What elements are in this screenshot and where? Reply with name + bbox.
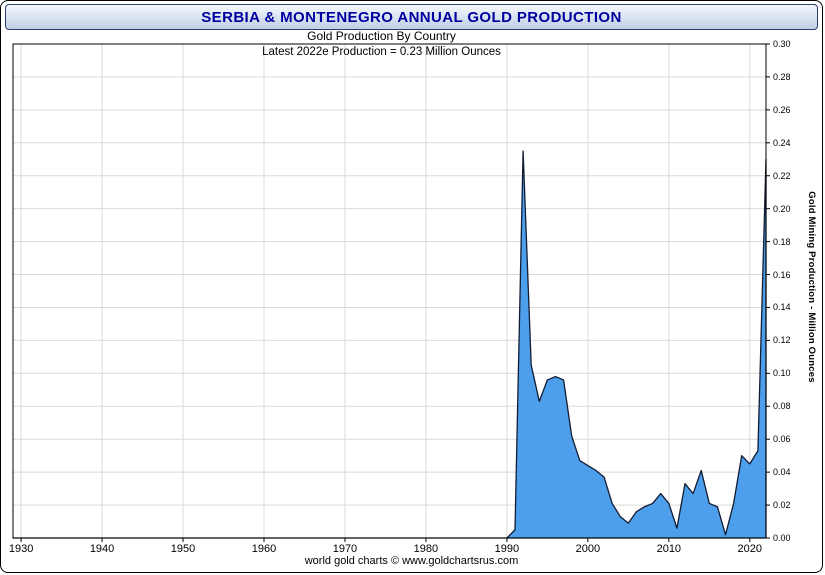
chart-title: SERBIA & MONTENEGRO ANNUAL GOLD PRODUCTI…	[201, 8, 622, 26]
y-tick-label: 0.04	[773, 467, 791, 478]
y-tick-label: 0.26	[773, 104, 791, 115]
x-tick-label: 2020	[737, 543, 763, 555]
y-tick-label: 0.02	[773, 500, 791, 511]
chart-title-bar: SERBIA & MONTENEGRO ANNUAL GOLD PRODUCTI…	[5, 4, 818, 30]
y-tick-label: 0.22	[773, 170, 791, 181]
x-tick-label: 1940	[89, 543, 115, 555]
chart-annotation: Latest 2022e Production = 0.23 Million O…	[262, 46, 501, 58]
y-tick-label: 0.30	[773, 39, 791, 49]
y-tick-label: 0.18	[773, 236, 791, 247]
x-tick-label: 1960	[251, 543, 277, 555]
y-tick-label: 0.06	[773, 434, 791, 445]
x-tick-label: 1970	[332, 543, 358, 555]
y-tick-label: 0.12	[773, 335, 791, 346]
chart-footer: world gold charts © www.goldchartsrus.co…	[304, 555, 519, 567]
y-tick-label: 0.00	[773, 533, 791, 543]
y-tick-label: 0.16	[773, 269, 791, 280]
y-tick-label: 0.24	[773, 137, 791, 148]
y-axis-title: Gold Mining Production - Million Ounces	[806, 190, 817, 383]
x-tick-label: 2000	[575, 543, 601, 555]
x-tick-label: 1950	[170, 543, 196, 555]
y-tick-label: 0.14	[773, 302, 791, 313]
x-tick-label: 2010	[656, 543, 682, 555]
x-tick-label: 1980	[413, 543, 439, 555]
x-tick-label: 1990	[494, 543, 520, 555]
y-tick-label: 0.28	[773, 71, 791, 82]
x-tick-label: 1930	[8, 543, 34, 555]
y-tick-label: 0.10	[773, 368, 791, 379]
y-tick-label: 0.20	[773, 203, 791, 214]
y-tick-label: 0.08	[773, 401, 791, 412]
chart-subtitle: Gold Production By Country	[307, 29, 456, 43]
